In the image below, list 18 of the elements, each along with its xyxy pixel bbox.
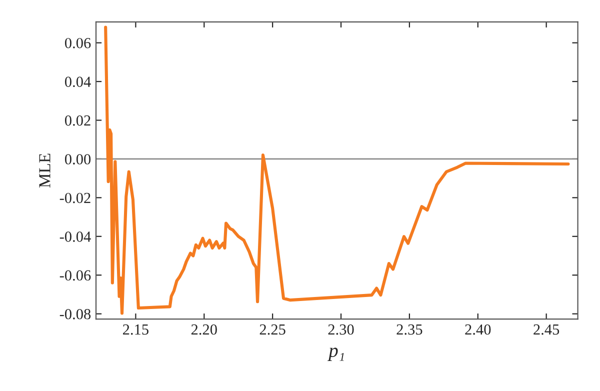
x-tick-label: 2.45	[534, 324, 560, 335]
y-tick-label: -0.08	[60, 308, 91, 320]
y-tick-label: 0.06	[64, 38, 91, 48]
x-tick-label: 2.40	[465, 324, 491, 335]
x-tick-label: 2.30	[328, 324, 354, 335]
x-tick-label: 2.20	[191, 324, 217, 335]
x-tick-label: 2.35	[396, 324, 422, 335]
y-tick-label: 0.00	[64, 154, 91, 164]
y-axis-title: MLE	[39, 154, 50, 188]
y-tick-label: -0.04	[60, 232, 91, 242]
x-axis-title: p₁	[328, 348, 344, 361]
x-tick-label: 2.15	[122, 324, 148, 335]
y-tick-label: -0.02	[60, 192, 90, 204]
x-tick-label: 2.25	[260, 324, 286, 335]
y-tick-label: 0.04	[64, 76, 91, 88]
y-tick-label: 0.02	[64, 115, 90, 126]
y-tick-label: -0.06	[60, 270, 91, 281]
line-series	[104, 26, 570, 315]
